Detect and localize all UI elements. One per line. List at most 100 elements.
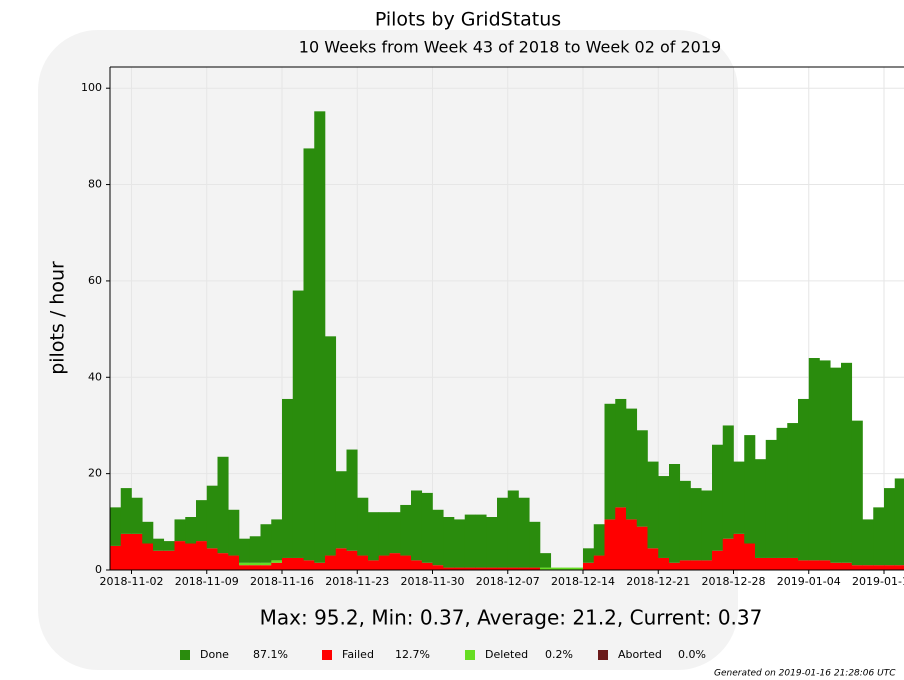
bar-segment (346, 550, 358, 570)
bar-segment (776, 557, 788, 570)
bar-segment (884, 488, 896, 566)
x-tick-label: 2018-12-14 (551, 575, 615, 588)
bar-segment (722, 538, 734, 570)
bar-segment (615, 398, 627, 508)
legend-swatch (598, 650, 608, 660)
bar-segment (798, 398, 810, 561)
bar-segment (153, 538, 165, 551)
bar-segment (206, 485, 218, 549)
y-tick-label: 20 (88, 467, 102, 480)
bar-segment (615, 507, 627, 570)
bar-segment (604, 403, 616, 520)
legend-swatch (322, 650, 332, 660)
bar-segment (163, 550, 175, 570)
bar-segment (787, 423, 799, 558)
bar-segment (744, 543, 756, 570)
bar-segment (862, 565, 874, 570)
y-tick-label: 0 (95, 563, 102, 576)
bar-segment (690, 560, 702, 570)
bar-segment (357, 497, 369, 556)
bar-segment (292, 557, 304, 570)
bar-segment (851, 565, 863, 570)
bar-segment (744, 435, 756, 544)
bar-segment (260, 565, 272, 570)
bar-segment (636, 430, 648, 527)
bar-segment (153, 550, 165, 570)
bar-segment (325, 555, 337, 570)
x-tick-label: 2018-11-30 (401, 575, 465, 588)
bar-segment (335, 548, 347, 570)
bar-segment (540, 567, 552, 570)
bar-segment (712, 444, 724, 551)
bar-segment (873, 565, 885, 570)
footer: Generated on 2019-01-16 21:28:06 UTC (714, 669, 896, 679)
bar-segment (142, 543, 154, 570)
bar-segment (142, 521, 154, 544)
bar-segment (368, 560, 380, 570)
bar-segment (550, 567, 562, 570)
bar-segment (454, 519, 466, 568)
bar-segment (529, 521, 541, 568)
y-axis-label: pilots / hour (47, 261, 69, 375)
bar-segment (346, 449, 358, 551)
bar-segment (303, 560, 315, 570)
bar-segment (131, 533, 143, 570)
bar-segment (819, 360, 831, 561)
y-tick-label: 100 (81, 81, 102, 94)
bar-segment (378, 512, 390, 556)
bar-segment (679, 560, 691, 570)
bar-segment (378, 555, 390, 570)
bar-segment (733, 533, 745, 570)
bar-segment (206, 548, 218, 570)
bar-segment (217, 456, 229, 554)
bar-segment (593, 524, 605, 556)
bar-segment (185, 517, 197, 544)
legend-percent: 12.7% (395, 648, 430, 661)
bar-segment (712, 550, 724, 570)
bar-segment (282, 398, 294, 558)
bar-segment (733, 461, 745, 534)
bar-segment (507, 490, 519, 568)
legend-label: Aborted (618, 648, 662, 661)
bar-segment (292, 290, 304, 558)
bar-segment (561, 567, 573, 570)
bar-segment (475, 514, 487, 568)
bar-segment (174, 541, 186, 570)
bar-segment (873, 507, 885, 566)
bar-segment (894, 478, 904, 566)
bar-segment (271, 562, 283, 570)
bar-segment (464, 514, 476, 568)
bar-segment (841, 362, 853, 563)
x-tick-label: 2018-11-23 (325, 575, 389, 588)
bar-segment (636, 526, 648, 570)
legend-swatch (180, 650, 190, 660)
bar-segment (658, 476, 670, 558)
x-tick-label: 2018-12-28 (702, 575, 766, 588)
bar-segment (163, 541, 175, 551)
bar-segment (894, 565, 904, 570)
bar-segment (368, 512, 380, 561)
bar-segment (260, 562, 272, 566)
chart-title: Pilots by GridStatus (375, 9, 561, 31)
bar-segment (421, 562, 433, 570)
bar-segment (475, 567, 487, 570)
bar-segment (228, 509, 240, 556)
bar-segment (314, 562, 326, 570)
y-tick-label: 60 (88, 274, 102, 287)
bar-segment (282, 557, 294, 570)
bar-segment (497, 497, 509, 568)
bar-segment (443, 517, 455, 568)
bar-segment (486, 567, 498, 570)
bar-segment (239, 538, 251, 563)
bar-segment (303, 148, 315, 561)
bar-segment (830, 367, 842, 563)
x-tick-label: 2018-11-16 (250, 575, 314, 588)
x-tick-label: 2018-12-21 (626, 575, 690, 588)
bar-segment (421, 492, 433, 563)
bar-segment (755, 557, 767, 570)
bar-segment (540, 553, 552, 568)
bar-segment (765, 557, 777, 570)
bar-segment (755, 459, 767, 558)
